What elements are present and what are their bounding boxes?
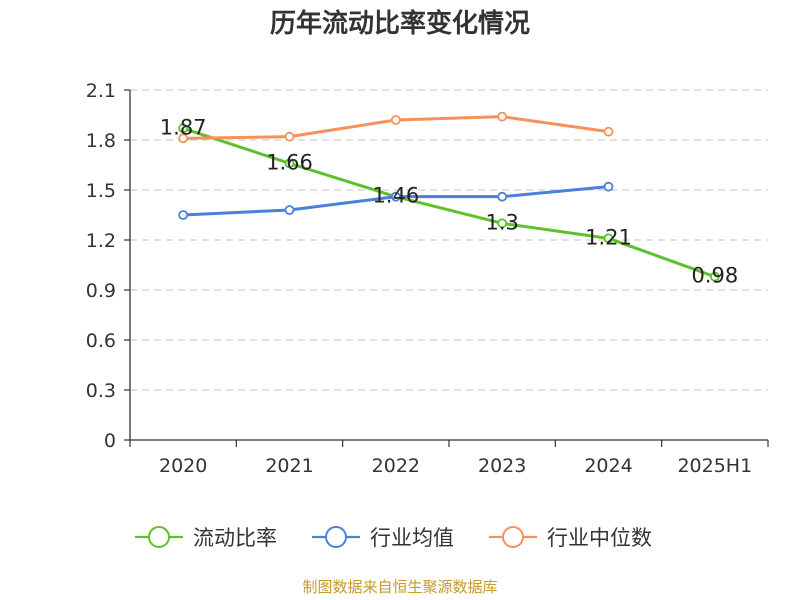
y-tick-label: 0	[104, 430, 116, 452]
data-label: 1.66	[266, 150, 313, 174]
x-tick-label: 2025H1	[677, 455, 752, 477]
data-point	[497, 111, 508, 122]
series-2	[178, 111, 614, 144]
y-tick-label: 1.2	[86, 230, 116, 252]
series-line	[182, 126, 716, 279]
legend: 流动比率 行业均值 行业中位数	[135, 526, 652, 550]
axes: 0 0.3 0.6 0.9 1.2 1.5 1.8 2.1 2020 2021 2022 2023 20…	[86, 80, 769, 477]
y-tick-label: 0.6	[86, 330, 116, 352]
data-point	[284, 205, 295, 215]
data-point	[178, 123, 189, 134]
data-label: 1.21	[585, 225, 632, 249]
legend-label: 行业均值	[370, 526, 454, 550]
legend-item: 行业均值	[312, 526, 454, 550]
legend-item: 行业中位数	[489, 526, 652, 550]
data-labels: 1.87 1.66 1.46 1.3 1.21 0.98	[160, 115, 738, 287]
data-point	[284, 131, 295, 142]
series-0	[178, 123, 720, 282]
series-1	[178, 181, 614, 220]
data-point	[390, 115, 401, 125]
x-tick-label: 2021	[265, 455, 313, 477]
y-tick-label: 2.1	[86, 80, 116, 102]
data-label: 0.98	[691, 264, 738, 288]
data-point	[497, 191, 508, 202]
data-point	[390, 191, 401, 202]
data-point	[603, 181, 614, 192]
data-label: 1.3	[485, 210, 518, 234]
legend-item: 流动比率	[135, 526, 277, 550]
data-label: 1.46	[372, 184, 419, 208]
x-tick-label: 2023	[478, 455, 526, 477]
x-tick-label: 2024	[584, 455, 632, 477]
data-point	[603, 126, 614, 137]
data-point	[709, 271, 720, 282]
grid-lines	[130, 89, 768, 391]
y-tick-label: 1.8	[86, 130, 116, 152]
chart-title: 历年流动比率变化情况	[270, 8, 530, 39]
legend-marker	[502, 526, 524, 548]
data-label: 1.87	[160, 115, 207, 139]
data-point	[603, 233, 614, 244]
y-tick-label: 1.5	[86, 180, 116, 202]
legend-marker	[325, 526, 347, 548]
data-point	[497, 218, 508, 229]
legend-label: 流动比率	[193, 526, 277, 550]
data-point	[284, 158, 295, 169]
y-tick-label: 0.9	[86, 280, 116, 302]
source-note: 制图数据来自恒生聚源数据库	[302, 578, 497, 596]
data-point	[178, 210, 189, 220]
series-layer	[178, 111, 720, 282]
y-tick-label: 0.3	[86, 380, 116, 402]
legend-marker	[148, 526, 170, 548]
x-tick-label: 2022	[372, 455, 420, 477]
data-point	[178, 133, 189, 144]
x-tick-label: 2020	[159, 455, 207, 477]
legend-label: 行业中位数	[547, 526, 652, 550]
